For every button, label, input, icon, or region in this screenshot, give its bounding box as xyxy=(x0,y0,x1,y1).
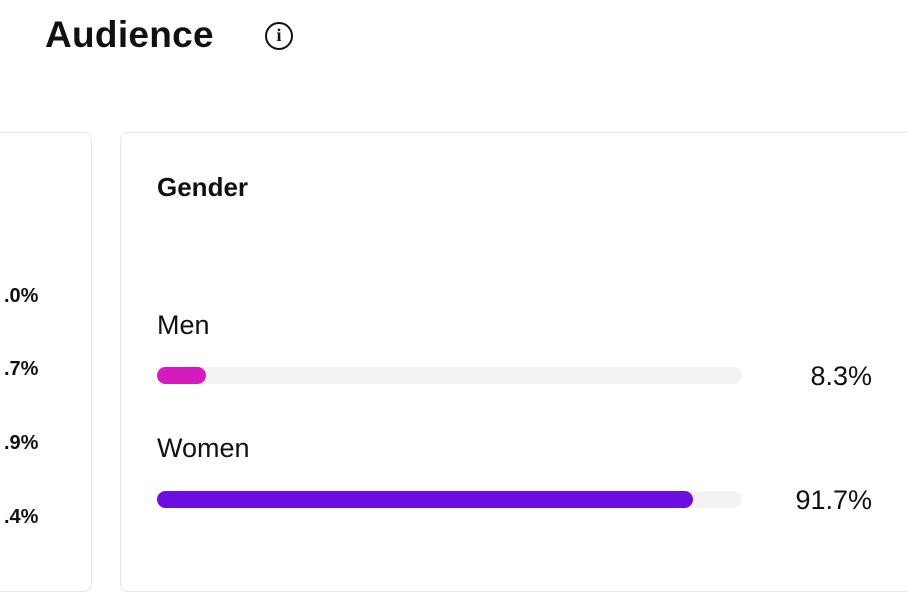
page: Audience i Gender .0% .7% .9% .4% Men 8.3% Wom… xyxy=(0,14,907,592)
item-name: Women xyxy=(157,433,250,463)
bar xyxy=(157,491,694,508)
percent-label: .0% xyxy=(4,285,39,307)
value-label: 91.7% xyxy=(795,485,872,515)
card-title: Gender xyxy=(157,172,249,202)
percent-label: .4% xyxy=(4,506,39,528)
value-label: 8.3% xyxy=(810,361,872,391)
percent-label: .9% xyxy=(4,432,39,454)
percent-label: .7% xyxy=(4,358,39,380)
item-name: Men xyxy=(157,310,210,340)
section-title: Audience xyxy=(45,14,214,55)
info-icon[interactable]: i xyxy=(265,22,293,50)
bar-track xyxy=(157,367,742,384)
bar xyxy=(157,367,206,384)
